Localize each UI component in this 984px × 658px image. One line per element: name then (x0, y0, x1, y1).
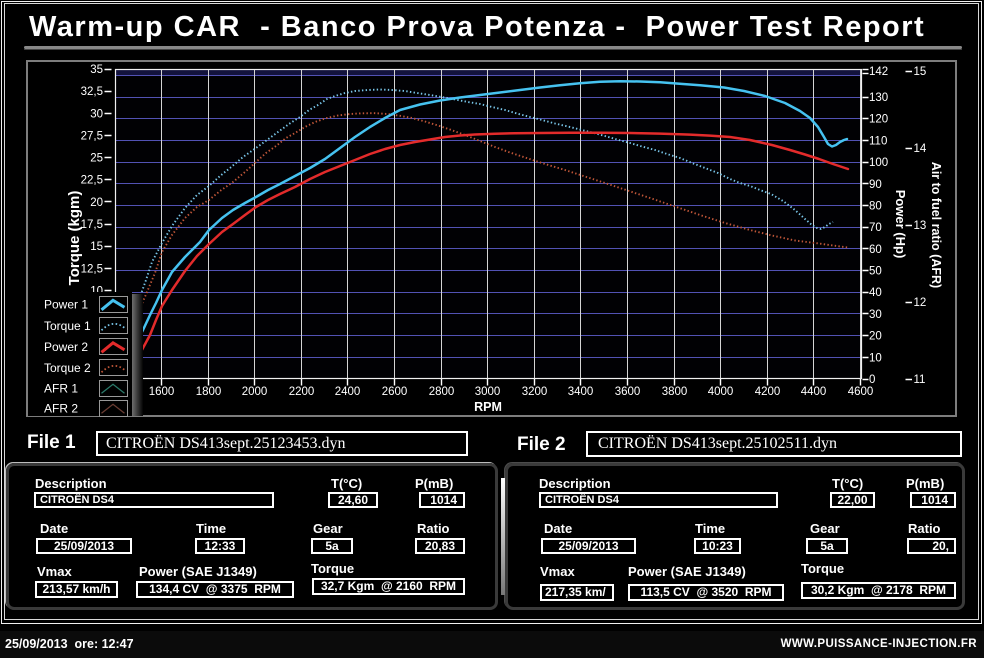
svg-text:2800: 2800 (429, 386, 455, 398)
svg-text:2000: 2000 (242, 386, 268, 398)
svg-text:AFR 2: AFR 2 (44, 402, 78, 416)
svg-text:3000: 3000 (475, 386, 501, 398)
svg-text:35: 35 (90, 64, 103, 76)
svg-text:Power (Hp): Power (Hp) (893, 190, 908, 259)
svg-text:Torque (kgm): Torque (kgm) (66, 191, 83, 286)
svg-text:Power 2: Power 2 (44, 340, 88, 354)
svg-text:Torque 1: Torque 1 (44, 319, 91, 333)
svg-text:12: 12 (914, 297, 927, 309)
svg-text:120: 120 (869, 114, 888, 126)
svg-text:3200: 3200 (522, 386, 548, 398)
svg-text:40: 40 (869, 287, 882, 299)
svg-text:4600: 4600 (848, 386, 874, 398)
svg-text:130: 130 (869, 92, 888, 104)
svg-text:27,5: 27,5 (81, 130, 103, 142)
svg-text:4400: 4400 (801, 386, 827, 398)
svg-text:50: 50 (869, 266, 882, 278)
svg-text:20: 20 (869, 331, 882, 343)
svg-text:110: 110 (869, 135, 887, 147)
svg-text:70: 70 (869, 222, 882, 234)
svg-text:11: 11 (914, 374, 926, 386)
svg-text:Power 1: Power 1 (44, 298, 88, 312)
svg-text:14: 14 (914, 143, 927, 155)
svg-text:30: 30 (90, 108, 103, 120)
svg-text:3800: 3800 (662, 386, 688, 398)
svg-text:3600: 3600 (615, 386, 641, 398)
svg-text:RPM: RPM (474, 400, 502, 414)
svg-text:30: 30 (869, 309, 882, 321)
svg-text:12,5: 12,5 (81, 263, 103, 275)
svg-text:15: 15 (90, 241, 103, 253)
svg-text:1600: 1600 (149, 386, 175, 398)
svg-text:25: 25 (90, 153, 103, 165)
svg-text:1800: 1800 (196, 386, 222, 398)
svg-text:15: 15 (914, 66, 927, 78)
svg-text:Air to fuel ratio (AFR): Air to fuel ratio (AFR) (929, 162, 943, 288)
svg-text:2200: 2200 (289, 386, 315, 398)
svg-text:4200: 4200 (755, 386, 781, 398)
svg-text:100: 100 (869, 157, 888, 169)
svg-text:17,5: 17,5 (81, 219, 103, 231)
svg-text:10: 10 (869, 352, 882, 364)
svg-text:Torque 2: Torque 2 (44, 361, 91, 375)
svg-text:22,5: 22,5 (81, 175, 103, 187)
svg-text:13: 13 (914, 220, 927, 232)
svg-text:2400: 2400 (335, 386, 361, 398)
svg-text:142: 142 (869, 66, 888, 78)
svg-text:0: 0 (869, 374, 875, 386)
svg-text:4000: 4000 (708, 386, 734, 398)
svg-text:90: 90 (869, 179, 882, 191)
svg-text:32,5: 32,5 (81, 86, 103, 98)
svg-text:80: 80 (869, 201, 882, 213)
svg-text:20: 20 (90, 197, 103, 209)
svg-text:AFR 1: AFR 1 (44, 382, 78, 396)
svg-text:3400: 3400 (568, 386, 594, 398)
svg-text:60: 60 (869, 244, 882, 256)
svg-text:2600: 2600 (382, 386, 408, 398)
